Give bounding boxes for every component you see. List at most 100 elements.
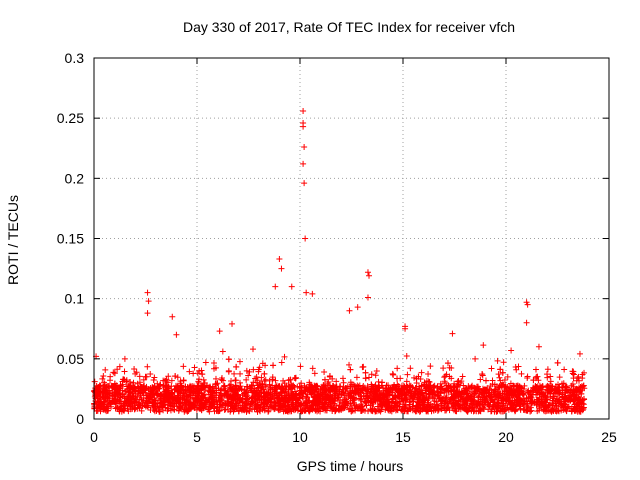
data-point	[362, 369, 369, 376]
data-point	[576, 403, 583, 410]
data-point	[569, 407, 576, 414]
data-point-peak	[535, 343, 542, 350]
data-point	[398, 391, 405, 398]
data-point	[393, 399, 400, 406]
data-point	[547, 407, 554, 414]
data-point	[243, 367, 250, 374]
data-point	[574, 386, 581, 393]
data-point	[580, 404, 587, 411]
data-point	[207, 383, 214, 390]
data-point	[360, 385, 367, 392]
data-point	[183, 406, 190, 413]
data-point	[212, 364, 219, 371]
data-point-peak	[302, 235, 309, 242]
data-point	[211, 401, 218, 408]
data-point	[353, 374, 360, 381]
data-point	[471, 392, 478, 399]
data-point	[372, 372, 379, 379]
y-axis-label: ROTI / TECUs	[5, 195, 21, 285]
data-point	[515, 363, 522, 370]
data-point	[571, 407, 578, 414]
data-point	[477, 376, 484, 383]
data-point-peak	[216, 328, 223, 335]
data-point	[194, 385, 201, 392]
data-point	[261, 378, 268, 385]
data-point	[373, 367, 380, 374]
data-point	[415, 373, 422, 380]
data-point	[477, 408, 484, 415]
data-point	[297, 363, 304, 370]
data-point	[253, 374, 260, 381]
data-point	[282, 403, 289, 410]
data-point	[469, 405, 476, 412]
data-point	[576, 377, 583, 384]
data-point	[183, 400, 190, 407]
data-point	[464, 408, 471, 415]
data-point	[124, 393, 131, 400]
data-point	[116, 397, 123, 404]
data-point	[130, 379, 137, 386]
data-point	[333, 406, 340, 413]
data-point	[377, 395, 384, 402]
data-point	[186, 385, 193, 392]
data-point	[149, 402, 156, 409]
data-point	[110, 369, 117, 376]
data-point-peak	[579, 375, 586, 382]
y-tick-label: 0.15	[57, 231, 84, 247]
data-point	[360, 363, 367, 370]
data-point	[292, 392, 299, 399]
data-point	[532, 386, 539, 393]
data-point	[236, 379, 243, 386]
data-point	[474, 383, 481, 390]
data-point	[308, 405, 315, 412]
data-point	[421, 381, 428, 388]
data-point	[123, 399, 130, 406]
data-point	[417, 397, 424, 404]
data-point	[270, 362, 277, 369]
data-point	[512, 363, 519, 370]
data-point	[141, 382, 148, 389]
data-point	[165, 405, 172, 412]
data-point	[200, 376, 207, 383]
data-point	[357, 393, 364, 400]
data-point-peak	[173, 331, 180, 338]
data-point	[427, 382, 434, 389]
data-point	[426, 393, 433, 400]
data-point	[243, 376, 250, 383]
data-point	[165, 373, 172, 380]
data-point	[267, 386, 274, 393]
data-point	[91, 378, 98, 385]
data-point	[209, 396, 216, 403]
data-point	[326, 373, 333, 380]
data-point	[407, 365, 414, 372]
data-point	[404, 407, 411, 414]
data-point	[135, 401, 142, 408]
data-point	[489, 377, 496, 384]
data-point	[285, 398, 292, 405]
data-point	[114, 391, 121, 398]
data-point	[280, 406, 287, 413]
data-point	[543, 371, 550, 378]
data-point	[218, 376, 225, 383]
data-point	[93, 408, 100, 415]
data-point	[418, 383, 425, 390]
data-point	[299, 393, 306, 400]
data-point	[468, 383, 475, 390]
data-point	[129, 383, 136, 390]
data-point	[359, 388, 366, 394]
data-point	[404, 384, 411, 391]
data-point	[271, 388, 278, 395]
data-point	[327, 393, 334, 400]
data-point	[161, 397, 168, 404]
data-point	[577, 408, 584, 415]
data-point	[278, 359, 285, 366]
data-point	[120, 403, 127, 410]
data-point	[131, 399, 138, 406]
data-point	[138, 383, 145, 390]
data-point	[547, 390, 554, 397]
data-point	[235, 385, 242, 392]
data-point	[288, 394, 295, 401]
data-point	[221, 406, 228, 413]
data-point	[317, 386, 324, 393]
data-point	[368, 398, 375, 405]
